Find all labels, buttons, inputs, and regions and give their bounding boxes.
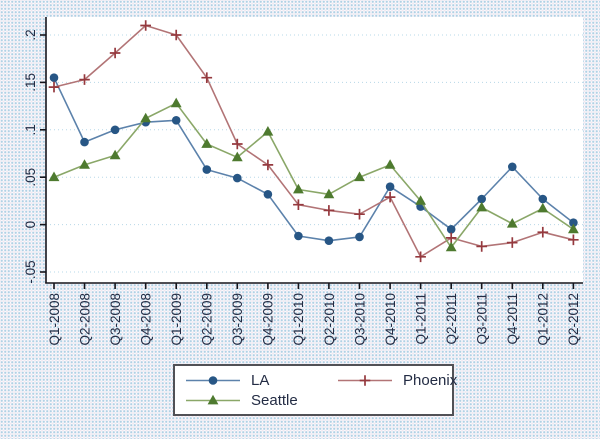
triangle-marker: [476, 201, 488, 212]
plus-marker: [232, 138, 243, 150]
legend-label-la: LA: [251, 371, 270, 389]
plus-marker: [79, 74, 90, 85]
triangle-marker: [140, 112, 152, 123]
plus-marker: [384, 191, 396, 203]
plus-marker: [568, 234, 579, 246]
triangle-marker: [537, 202, 549, 213]
y-gridlines: [46, 34, 583, 273]
x-tick-label: Q1-2008: [47, 293, 62, 346]
seattle-legend-symbol: [186, 394, 240, 405]
plus-marker: [359, 375, 371, 386]
circle-marker: [49, 73, 59, 82]
circle-marker: [80, 137, 89, 147]
x-tick-label: Q1-2010: [291, 293, 306, 346]
circle-marker: [208, 376, 218, 385]
triangle-marker: [48, 171, 60, 182]
axes: [45, 17, 583, 284]
x-tick-label: Q4-2011: [505, 293, 520, 345]
triangle-marker: [384, 159, 396, 169]
circle-marker: [446, 225, 456, 234]
circle-marker: [569, 218, 578, 227]
plus-marker: [354, 208, 365, 220]
phoenix-legend-symbol: [338, 375, 392, 386]
x-tick-label: Q2-2010: [322, 293, 337, 346]
x-tick-label: Q2-2009: [200, 293, 215, 346]
circle-marker: [171, 116, 181, 125]
plus-marker: [109, 47, 121, 59]
triangle-marker: [506, 218, 518, 228]
plus-marker: [293, 199, 304, 210]
legend-entry-phoenix: Phoenix: [337, 372, 457, 388]
plus-marker: [170, 29, 182, 41]
plus-marker: [445, 232, 457, 244]
triangle-marker: [207, 394, 219, 405]
circle-marker: [294, 231, 303, 241]
y-tick-labels: -.05 0 .05 .1 .15 .2: [23, 29, 46, 284]
legend-entry-seattle: Seattle: [185, 392, 337, 408]
y-tick-label: -.05: [23, 260, 38, 283]
circle-marker: [202, 165, 212, 174]
circle-marker: [538, 194, 548, 204]
plus-marker: [323, 205, 335, 216]
triangle-marker: [293, 183, 304, 194]
triangle-marker: [323, 188, 335, 199]
legend-label-phoenix: Phoenix: [403, 371, 458, 389]
circle-marker: [385, 182, 395, 191]
plus-marker: [415, 251, 426, 263]
circle-marker: [477, 194, 487, 204]
triangle-marker: [262, 126, 274, 136]
y-tick-label: .15: [23, 73, 38, 92]
x-tick-label: Q4-2008: [139, 293, 154, 346]
circle-marker: [263, 190, 273, 199]
circle-marker: [110, 125, 120, 135]
y-tick-label: .05: [23, 168, 38, 187]
legend-label-seattle: Seattle: [251, 391, 298, 409]
triangle-marker: [354, 171, 365, 182]
triangle-marker: [79, 159, 90, 169]
circle-marker: [508, 162, 517, 172]
plus-marker: [476, 241, 487, 252]
triangle-marker: [231, 151, 243, 162]
x-tick-label: Q3-2009: [230, 293, 245, 346]
circle-marker: [355, 232, 364, 242]
plus-marker: [537, 226, 549, 238]
seattle-series: [48, 97, 579, 252]
phoenix-series: [48, 20, 579, 263]
triangle-marker: [445, 241, 457, 252]
plus-marker: [201, 72, 213, 83]
triangle-marker: [109, 149, 121, 160]
x-tick-label: Q2-2012: [566, 293, 581, 346]
x-tick-label: Q1-2009: [169, 293, 184, 346]
circle-marker: [324, 236, 334, 245]
x-tick-label: Q4-2010: [383, 293, 398, 346]
plus-marker: [140, 20, 151, 31]
x-tick-label: Q1-2012: [536, 293, 551, 346]
y-tick-label: .2: [23, 29, 38, 40]
x-tick-label: Q4-2009: [261, 293, 276, 346]
circle-marker: [233, 173, 242, 183]
x-tick-label: Q2-2011: [444, 293, 459, 345]
x-tick-label: Q3-2010: [352, 293, 367, 346]
x-tick-label: Q3-2008: [108, 293, 123, 346]
triangle-marker: [415, 195, 426, 205]
plus-marker: [506, 237, 518, 248]
triangle-marker: [170, 97, 182, 108]
x-tick-labels: Q1-2008 Q2-2008 Q3-2008 Q4-2008 Q1-2009 Q2-20…: [47, 283, 581, 346]
triangle-marker: [201, 138, 213, 148]
triangle-marker: [568, 223, 579, 234]
seattle-line: [53, 102, 574, 249]
plus-marker: [48, 81, 60, 93]
x-tick-label: Q2-2008: [77, 293, 92, 346]
x-tick-label: Q3-2011: [475, 293, 490, 345]
chart-legend: LA Phoenix Seattle: [173, 364, 457, 416]
la-legend-symbol: [186, 376, 240, 385]
x-tick-label: Q1-2011: [413, 293, 428, 345]
plus-marker: [262, 159, 274, 171]
legend-entry-la: LA: [185, 372, 337, 388]
y-tick-label: 0: [23, 221, 38, 229]
y-tick-label: .1: [23, 124, 38, 135]
